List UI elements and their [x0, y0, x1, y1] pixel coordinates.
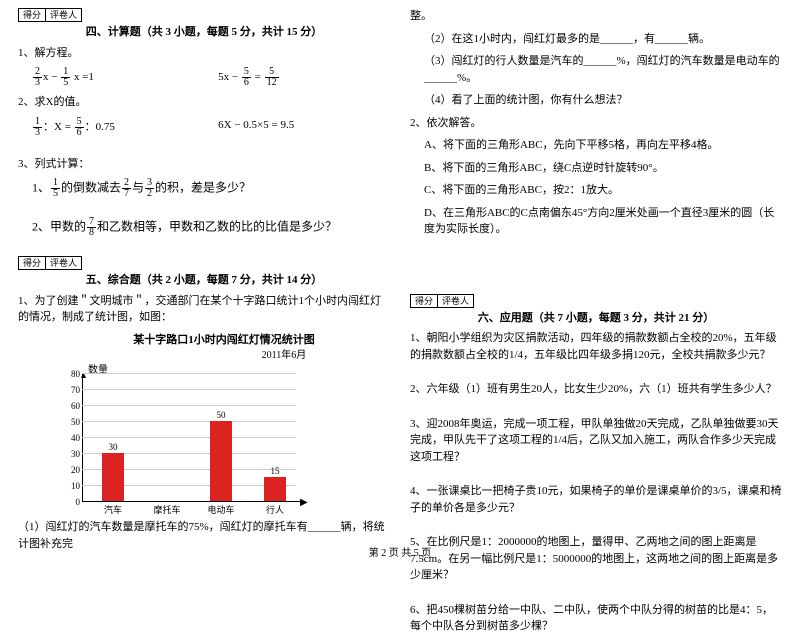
q6-3: 3、迎2008年奥运，完成一项工程，甲队单独做20天完成，乙队单独做要30天完成…	[410, 416, 782, 466]
bar-value: 50	[210, 409, 232, 423]
q4-3a: 1、15的倒数减去27与32的积，差是多少？	[18, 178, 390, 199]
bar	[264, 477, 286, 501]
score-box-5: 得分 评卷人	[18, 256, 390, 270]
r1: （2）在这1小时内，闯红灯最多的是______，有______辆。	[410, 31, 782, 48]
bar-label: 行人	[255, 504, 295, 518]
q4-2: 2、求X的值。	[18, 94, 390, 111]
y-label: 数量	[88, 363, 108, 378]
section-6-title: 六、应用题（共 7 小题，每题 3 分，共计 21 分）	[410, 310, 782, 327]
ytick: 80	[62, 368, 80, 382]
bar-label: 电动车	[201, 504, 241, 518]
r0: 整。	[410, 8, 782, 25]
marker-label: 评卷人	[438, 294, 474, 308]
r2: （3）闯红灯的行人数量是汽车的______%，闯红灯的汽车数量是电动车的____…	[410, 53, 782, 86]
gridline	[82, 437, 296, 438]
r4b: B、将下面的三角形ABC，绕C点逆时针旋转90°。	[410, 160, 782, 177]
score-label: 得分	[18, 8, 46, 22]
q5-1-1: （1）闯红灯的汽车数量是摩托车的75%，闯红灯的摩托车有______辆，将统计图…	[18, 519, 390, 552]
section-4-title: 四、计算题（共 3 小题，每题 5 分，共计 15 分）	[18, 24, 390, 41]
ytick: 40	[62, 432, 80, 446]
q4-1: 1、解方程。	[18, 45, 390, 62]
eq-4-2b: 6X − 0.5×5 = 9.5	[218, 117, 390, 138]
bar-label: 汽车	[93, 504, 133, 518]
r4c: C、将下面的三角形ABC，按2：1放大。	[410, 182, 782, 199]
chart-title: 某十字路口1小时内闯红灯情况统计图	[58, 332, 390, 349]
section-5-title: 五、综合题（共 2 小题，每题 7 分，共计 14 分）	[18, 272, 390, 289]
ytick: 70	[62, 384, 80, 398]
q6-1: 1、朝阳小学组织为灾区捐款活动，四年级的捐款数额占全校的20%，五年级的捐款数额…	[410, 330, 782, 363]
q4-3: 3、列式计算：	[18, 156, 390, 173]
ytick: 50	[62, 416, 80, 430]
q5-1: 1、为了创建＂文明城市＂，交通部门在某个十字路口统计1个小时内闯红灯的情况，制成…	[18, 293, 390, 326]
left-column: 得分 评卷人 四、计算题（共 3 小题，每题 5 分，共计 15 分） 1、解方…	[0, 0, 400, 545]
bar-chart: 某十字路口1小时内闯红灯情况统计图 2011年6月 ▲ 数量 ▶ 0 10 20 30…	[58, 332, 390, 516]
score-box-4: 得分 评卷人	[18, 8, 390, 22]
bar-value: 30	[102, 441, 124, 455]
eq-4-2a: 13：X = 56：0.75	[32, 117, 218, 138]
r4: 2、依次解答。	[410, 115, 782, 132]
chart-subtitle: 2011年6月	[178, 348, 390, 363]
arrow-up-icon: ▲	[79, 369, 88, 383]
gridline	[82, 405, 296, 406]
score-box-6: 得分 评卷人	[410, 294, 782, 308]
q6-5: 5、在比例尺是1：2000000的地图上，量得甲、乙两地之间的图上距离是7.5c…	[410, 534, 782, 584]
gridline	[82, 389, 296, 390]
bar	[102, 453, 124, 501]
r4a: A、将下面的三角形ABC，先向下平移5格，再向左平移4格。	[410, 137, 782, 154]
eq-4-1b: 5x − 56 = 512	[218, 67, 390, 88]
eq-4-1a: 23x − 15 x =1	[32, 67, 218, 88]
gridline	[82, 373, 296, 374]
marker-label: 评卷人	[46, 8, 82, 22]
r4d: D、在三角形ABC的C点南偏东45°方向2厘米处画一个直径3厘米的圆（长度为实际…	[410, 205, 782, 238]
marker-label: 评卷人	[46, 256, 82, 270]
score-label: 得分	[410, 294, 438, 308]
q4-2-eqs: 13：X = 56：0.75 6X − 0.5×5 = 9.5	[18, 117, 390, 138]
q6-2: 2、六年级（1）班有男生20人，比女生少20%，六（1）班共有学生多少人？	[410, 381, 782, 398]
score-label: 得分	[18, 256, 46, 270]
ytick: 20	[62, 464, 80, 478]
q6-4: 4、一张课桌比一把椅子贵10元，如果椅子的单价是课桌单价的3/5，课桌和椅子的单…	[410, 483, 782, 516]
bar-value: 15	[264, 465, 286, 479]
x-axis	[82, 501, 302, 502]
q4-3b: 2、甲数的78和乙数相等，甲数和乙数的比的比值是多少？	[18, 217, 390, 238]
chart-area: ▲ 数量 ▶ 0 10 20 30 40 50 60 70 80 30 汽车摩托车 50 电动车 15 行人	[58, 365, 308, 515]
q6-6: 6、把450棵树苗分给一中队、二中队，使两个中队分得的树苗的比是4：5，每个中队…	[410, 602, 782, 635]
bar	[210, 421, 232, 501]
q4-1-eqs: 23x − 15 x =1 5x − 56 = 512	[18, 67, 390, 88]
ytick: 10	[62, 480, 80, 494]
ytick: 60	[62, 400, 80, 414]
ytick: 30	[62, 448, 80, 462]
r3: （4）看了上面的统计图，你有什么想法？	[410, 92, 782, 109]
arrow-right-icon: ▶	[300, 495, 308, 510]
ytick: 0	[62, 496, 80, 510]
bar-label: 摩托车	[147, 504, 187, 518]
gridline	[82, 421, 296, 422]
right-column: 整。 （2）在这1小时内，闯红灯最多的是______，有______辆。 （3）…	[400, 0, 800, 545]
